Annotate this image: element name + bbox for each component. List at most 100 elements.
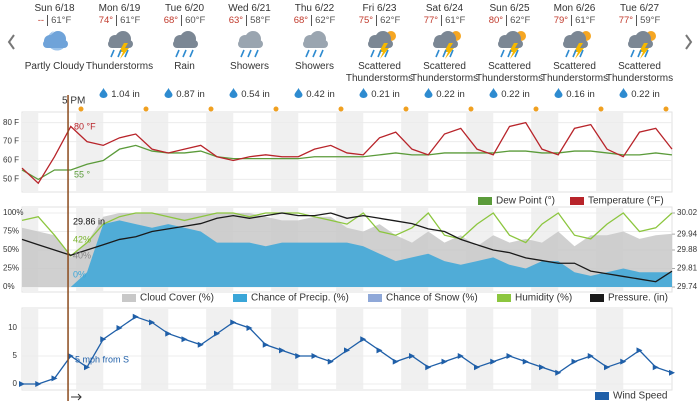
- icon-shape: [627, 40, 653, 48]
- day-column: Mon 6/26 79° 61°F Scattered Thunderstorms 0.…: [537, 0, 612, 100]
- icon-shape: [164, 88, 173, 98]
- wind-marker: [262, 341, 269, 348]
- line: [21, 144, 673, 181]
- next-arrow[interactable]: [685, 34, 693, 50]
- night-band: [141, 309, 169, 389]
- precip: 0.42 in: [277, 88, 352, 100]
- icon-shape: [499, 49, 505, 58]
- day-label: Mon 6/26: [553, 3, 596, 14]
- low-temp: 59°F: [636, 15, 661, 26]
- legend-label: Cloud Cover (%): [140, 293, 214, 304]
- wind-marker: [327, 358, 334, 365]
- line: [21, 212, 673, 283]
- icon-shape: [123, 49, 129, 58]
- hi-lo: 75° 62°F: [342, 15, 417, 26]
- wind-marker: [555, 369, 562, 376]
- condition: Showers: [295, 61, 334, 72]
- legend-label: Chance of Precip. (%): [251, 293, 349, 304]
- precip: 0.22 in: [407, 88, 482, 100]
- legend-label: Chance of Snow (%): [386, 293, 478, 304]
- wind-marker: [604, 364, 610, 371]
- y-tick-label: 50 F: [3, 175, 19, 184]
- night-band: [466, 309, 494, 389]
- low-temp: 61°F: [47, 15, 72, 26]
- icon-shape: [424, 88, 433, 98]
- drop-icon: [424, 88, 433, 98]
- wind-marker: [490, 358, 497, 365]
- wind-marker: [116, 325, 123, 331]
- annotation: 29.86 in: [73, 216, 105, 226]
- drop-icon: [359, 88, 368, 98]
- wind-marker: [441, 358, 448, 365]
- icon-shape: [573, 43, 584, 59]
- precip-amount: 0.21 in: [371, 89, 400, 100]
- wind-marker: [409, 353, 415, 359]
- weather-icon: [302, 31, 328, 58]
- precip-amount: 1.04 in: [111, 89, 140, 100]
- icon-shape: [172, 40, 198, 48]
- drop-icon: [554, 88, 563, 98]
- wind-marker: [295, 353, 302, 359]
- weather-icon: [497, 31, 526, 59]
- precip: 1.04 in: [82, 88, 157, 100]
- day-column: Tue 6/27 77° 59°F Scattered Thunderstorms 0.…: [602, 0, 677, 100]
- icon-shape: [497, 40, 523, 48]
- icon-shape: [304, 49, 310, 58]
- precip-amount: 0.87 in: [176, 89, 205, 100]
- y2-tick-label: 29.74: [677, 282, 698, 291]
- day-column: Mon 6/19 74° 61°F Thunderstorms 1.04 in: [82, 0, 157, 100]
- drop-icon: [99, 88, 108, 98]
- wind-marker: [620, 358, 627, 365]
- wind-marker: [522, 358, 529, 365]
- legend-label: Temperature (°F): [588, 196, 664, 207]
- legend-swatch: [368, 294, 382, 302]
- icon-shape: [508, 43, 519, 59]
- night-band: [401, 113, 429, 191]
- icon-shape: [638, 43, 649, 59]
- day-column: Sun 6/25 80° 62°F Scattered Thunderstorms 0.…: [472, 0, 547, 100]
- icon-shape: [443, 43, 454, 59]
- condition: Showers: [230, 61, 269, 72]
- icon-shape: [636, 49, 642, 58]
- hi-lo: 63° 58°F: [212, 15, 287, 26]
- icon-shape: [564, 49, 570, 58]
- weather-icon: [237, 31, 263, 58]
- precip-amount: 0.22 in: [501, 89, 530, 100]
- legend-swatch: [595, 392, 609, 400]
- wind-marker: [360, 336, 367, 343]
- condition: Scattered Thunderstorms: [605, 61, 674, 84]
- precip: 0.54 in: [212, 88, 287, 100]
- wind-marker: [165, 330, 172, 337]
- wind-marker: [279, 347, 285, 354]
- icon-shape: [116, 49, 122, 58]
- annotation: 55 °: [74, 169, 91, 179]
- high-temp: 79°: [553, 15, 569, 26]
- legend-label: Dew Point (°): [496, 196, 555, 207]
- hi-lo: 68° 62°F: [277, 15, 352, 26]
- wind-marker: [51, 375, 58, 382]
- icon-shape: [239, 49, 245, 58]
- day-column: Sat 6/24 77° 61°F Scattered Thunderstorms 0.…: [407, 0, 482, 100]
- annotation: 0%: [73, 269, 86, 279]
- wind-marker: [132, 313, 139, 320]
- wind-marker: [539, 364, 545, 371]
- sun-dot: [208, 106, 214, 112]
- day-label: Sat 6/24: [425, 3, 464, 14]
- sun-dot: [598, 106, 604, 112]
- precip-amount: 0.22 in: [631, 89, 660, 100]
- night-band: [76, 309, 104, 389]
- y-tick-label: 60 F: [3, 156, 19, 165]
- drop-icon: [489, 88, 498, 98]
- icon-shape: [441, 49, 447, 58]
- prev-arrow[interactable]: [7, 34, 15, 50]
- icon-shape: [253, 49, 259, 58]
- wind-marker: [392, 358, 399, 365]
- sun-dot: [663, 106, 669, 112]
- condition: Scattered Thunderstorms: [410, 61, 479, 84]
- weather-icon: [42, 31, 68, 51]
- weather-icon: [172, 31, 198, 58]
- line: [21, 121, 673, 185]
- day-column: Sun 6/18 -- 61°F Partly Cloudy: [17, 0, 92, 87]
- day-label: Thu 6/22: [294, 3, 335, 14]
